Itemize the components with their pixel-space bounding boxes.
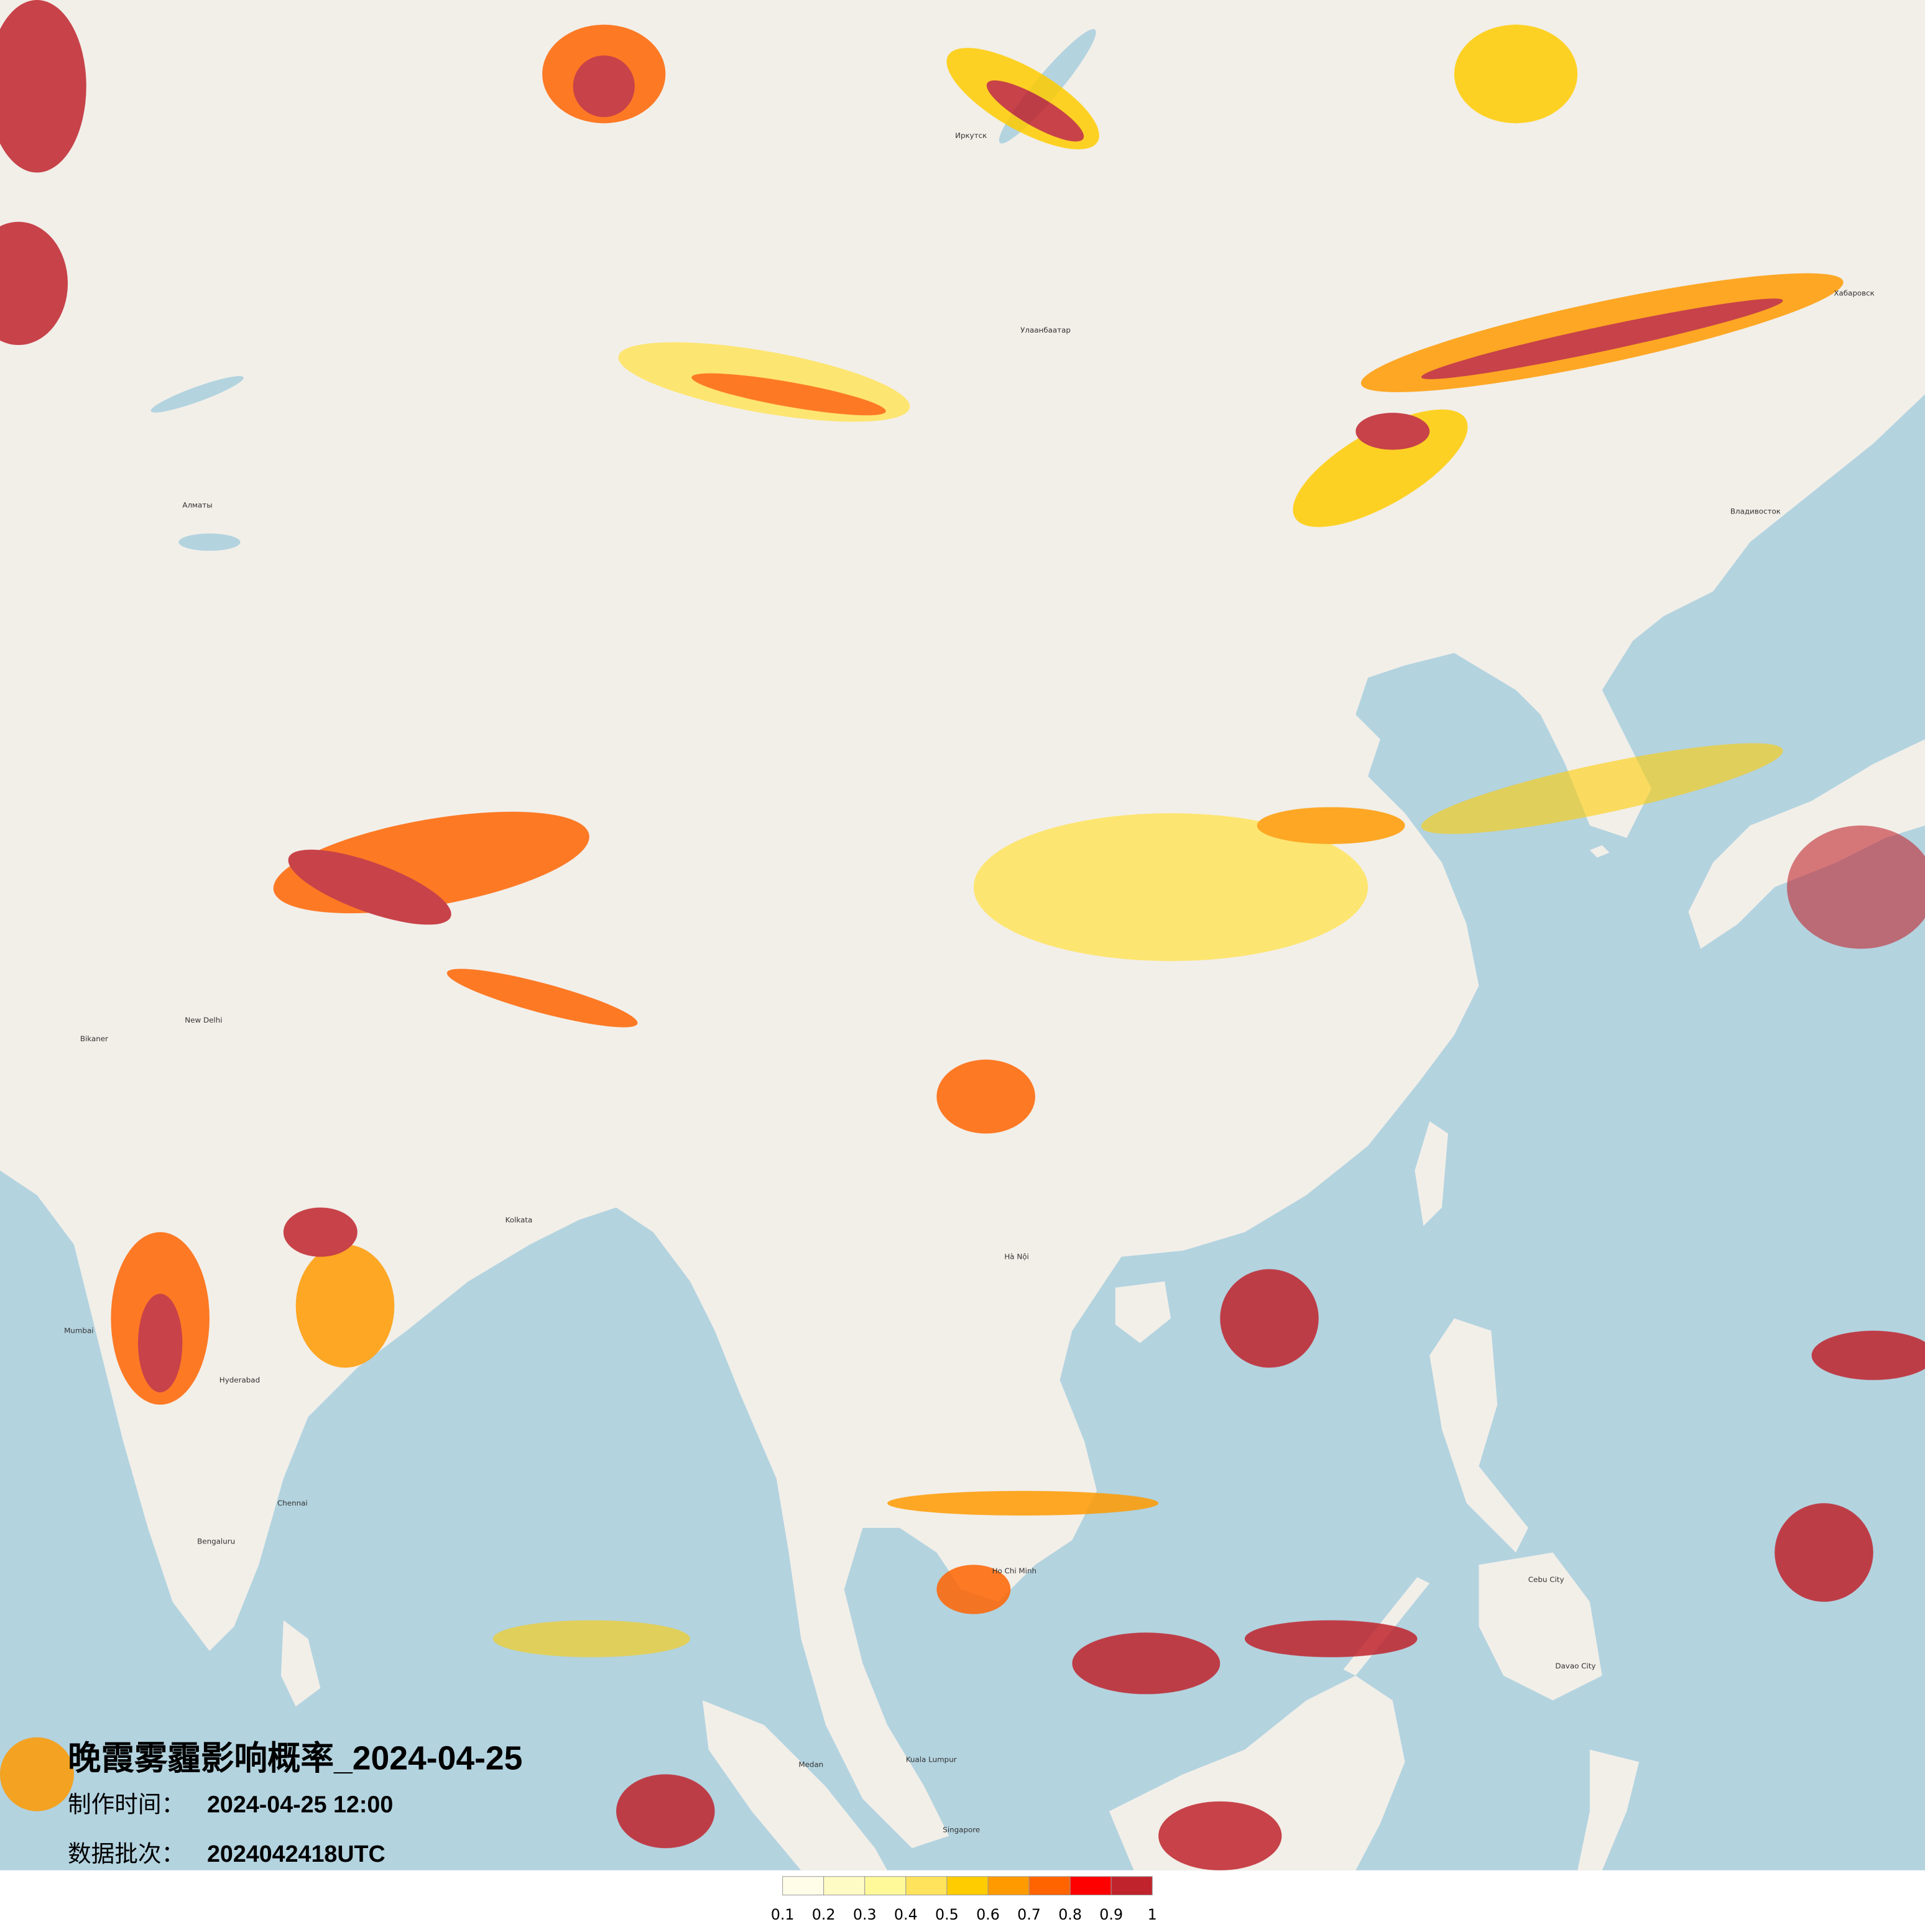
legend-swatch: [823, 1876, 866, 1895]
city-label: Mumbai: [64, 1327, 93, 1335]
city-label: Singapore: [943, 1825, 980, 1834]
color-legend: 0.1 0.2 0.3 0.4 0.5 0.6 0.7 0.8 0.9 1: [771, 1876, 1157, 1923]
legend-tick-label: 0.4: [894, 1906, 918, 1923]
land-hainan: [1115, 1281, 1171, 1343]
land-sulawesi: [1577, 1749, 1640, 1870]
city-label: Cebu City: [1528, 1575, 1564, 1584]
city-label: Bikaner: [80, 1034, 108, 1043]
legend-tick-label: 0.2: [812, 1906, 836, 1923]
city-label: New Delhi: [185, 1016, 222, 1024]
data-batch-value: 2024042418UTC: [207, 1841, 385, 1867]
land-luzon: [1429, 1318, 1528, 1553]
legend-tick-label: 0.7: [1017, 1906, 1041, 1923]
city-label: Kuala Lumpur: [906, 1755, 957, 1764]
city-label: Алматы: [182, 501, 212, 510]
made-time-label: 制作时间：: [68, 1791, 185, 1818]
legend-swatch: [946, 1876, 989, 1895]
city-label: Хабаровск: [1834, 289, 1875, 298]
legend-swatch: [864, 1876, 907, 1895]
legend-swatch: [987, 1876, 1030, 1895]
land-visayas-mindanao: [1479, 1552, 1602, 1701]
city-label: Hyderabad: [219, 1376, 260, 1384]
lake-balkhash: [150, 375, 244, 413]
city-label: Hà Nội: [1004, 1253, 1028, 1261]
city-label: Chennai: [277, 1499, 308, 1507]
legend-swatch: [1110, 1876, 1153, 1895]
city-label: Davao City: [1555, 1662, 1595, 1670]
city-label: Kolkata: [505, 1215, 533, 1224]
city-label: Medan: [798, 1760, 823, 1769]
legend-swatch: [1028, 1876, 1071, 1895]
legend-tick-label: 0.8: [1058, 1906, 1082, 1923]
legend-swatch: [905, 1876, 948, 1895]
land-sri-lanka: [280, 1620, 321, 1707]
city-label: Ho Chi Minh: [992, 1566, 1036, 1575]
city-label: Bengaluru: [197, 1537, 235, 1546]
legend-tick-label: 0.9: [1099, 1906, 1123, 1923]
legend-swatch: [1069, 1876, 1112, 1895]
legend-tick-label: 1: [1148, 1906, 1157, 1923]
legend-tick-label: 0.1: [771, 1906, 795, 1923]
city-label: Иркутск: [955, 131, 987, 140]
legend-tick-label: 0.3: [853, 1906, 877, 1923]
legend-swatch: [782, 1876, 824, 1895]
land-sumatra: [702, 1700, 888, 1870]
land-korea-jeju: [1589, 845, 1610, 858]
legend-tick-label: 0.6: [976, 1906, 1000, 1923]
city-label: Владивосток: [1730, 507, 1781, 516]
made-time-value: 2024-04-25 12:00: [207, 1792, 393, 1818]
land-taiwan: [1415, 1121, 1448, 1226]
land-japan: [1688, 739, 1925, 949]
city-labels: Улаанбаатар Иркутск Алматы Bikaner New D…: [64, 131, 1875, 1834]
legend-tick-label: 0.5: [935, 1906, 959, 1923]
lake-issyk-kul: [178, 533, 241, 551]
city-label: Улаанбаатар: [1020, 326, 1071, 334]
data-batch-label: 数据批次：: [68, 1840, 185, 1867]
haze-overlay: [0, 0, 1925, 1870]
map-title: 晚霞雾霾影响概率_2024-04-25: [68, 1740, 522, 1777]
